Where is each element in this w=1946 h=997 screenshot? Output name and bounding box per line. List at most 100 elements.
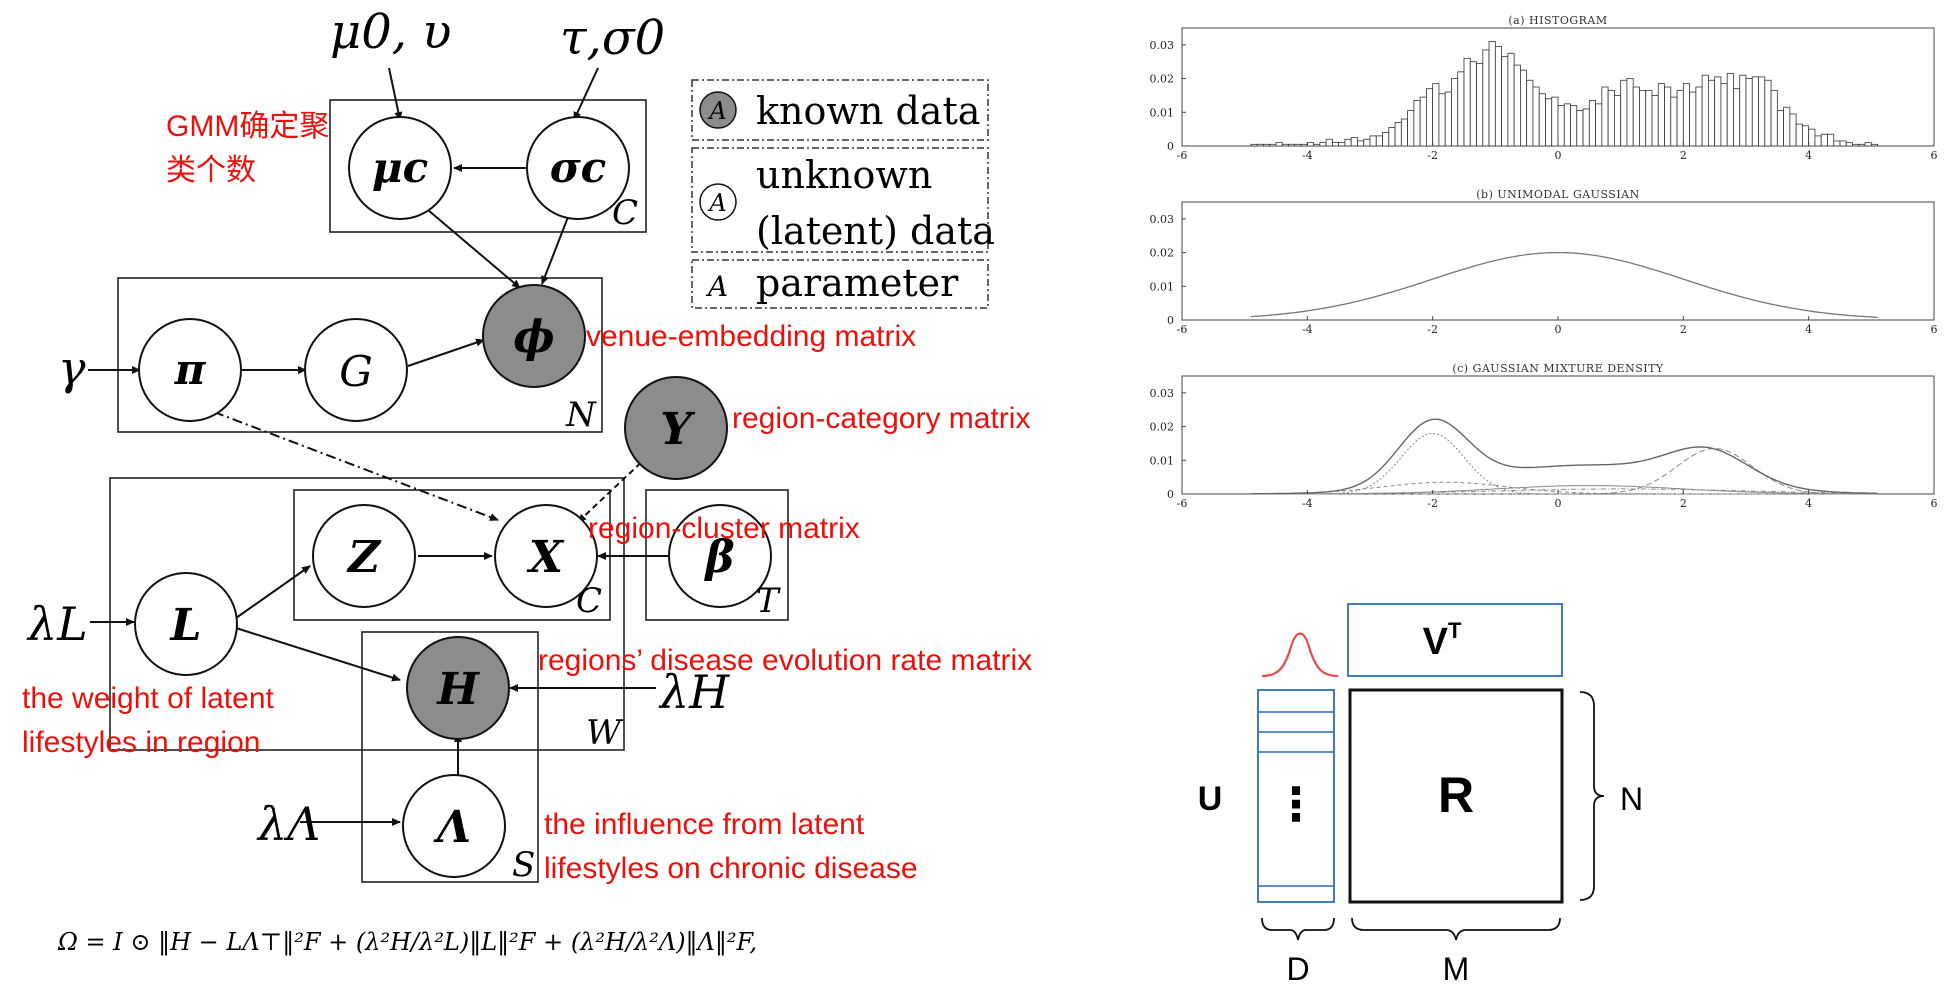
legend-unknown-label-2: (latent) data: [756, 209, 995, 253]
histogram-bar: [1833, 140, 1841, 147]
histogram-bar: [1444, 91, 1452, 147]
histogram-bar: [1563, 103, 1571, 147]
node-pi: [138, 318, 242, 422]
node-g: [304, 318, 408, 422]
histogram-bar: [1657, 83, 1665, 147]
histogram-bar: [1438, 93, 1446, 147]
u-label: U: [1198, 780, 1223, 818]
lambda-l-label: λL: [26, 597, 88, 651]
plate-c-top-label: C: [612, 193, 638, 233]
histogram-bar: [1751, 76, 1759, 147]
svd-diagram: VT ⋮ R U N D M: [1198, 603, 1643, 987]
x-tick-label: 4: [1805, 497, 1812, 510]
histogram-bar: [1582, 108, 1590, 147]
d-brace: [1261, 917, 1335, 941]
t-superscript: T: [1448, 618, 1462, 643]
node-y: [624, 376, 728, 480]
histogram-bar: [1413, 100, 1421, 147]
x-tick-label: -6: [1177, 149, 1188, 162]
y-tick-label: 0.03: [1150, 213, 1175, 226]
histogram-bar: [1720, 83, 1728, 147]
histogram-bar: [1795, 123, 1803, 147]
x-tick-label: -2: [1427, 149, 1438, 162]
x-tick-label: -2: [1427, 323, 1438, 336]
edge-hyper-sigma: [573, 67, 599, 121]
annotation-weight-2: lifestyles in region: [22, 726, 260, 759]
y-tick-label: 0.03: [1150, 39, 1175, 52]
histogram-bar: [1457, 71, 1465, 147]
plate-w: [109, 477, 625, 751]
histogram-bar: [1344, 138, 1352, 147]
histogram-bar: [1275, 142, 1283, 147]
histogram-bar: [1407, 110, 1415, 147]
plate-s-label: S: [512, 845, 535, 885]
histogram-bar: [1419, 96, 1427, 147]
plot-ticks: -6 -4 -2 0 2 4 6 0 0.01 0.02 0.03 -6 -4 -2 0 2 4 6 0 0.01 0.…: [1150, 39, 1938, 510]
n-label: N: [1620, 781, 1643, 817]
histogram-bar: [1382, 132, 1390, 147]
y-tick-label: 0.01: [1150, 454, 1175, 467]
node-phi-label: ϕ: [513, 312, 554, 363]
histogram-bar: [1338, 142, 1346, 147]
x-tick-label: 6: [1931, 149, 1938, 162]
legend-unknown-label-1: unknown: [756, 153, 932, 197]
x-tick-label: 2: [1680, 323, 1687, 336]
histogram-bar: [1369, 135, 1377, 147]
v-transpose-box: [1347, 603, 1563, 677]
node-mu-label: μc: [372, 143, 428, 192]
histogram-bar: [1576, 110, 1584, 147]
histogram-bar: [1814, 135, 1822, 147]
y-tick-label: 0: [1167, 488, 1174, 501]
y-tick-label: 0: [1167, 140, 1174, 153]
histogram-bar: [1601, 86, 1609, 147]
histogram-bar: [1545, 98, 1553, 147]
histogram-bar: [1645, 89, 1653, 147]
histogram-bar: [1463, 57, 1471, 147]
histogram-bar: [1357, 140, 1365, 147]
mixture-component-left: [1250, 432, 1878, 495]
node-beta-label: β: [703, 532, 734, 583]
histogram-bar: [1557, 105, 1565, 147]
histogram-bar: [1375, 135, 1383, 147]
histogram-bar: [1325, 138, 1333, 147]
y-tick-label: 0.03: [1150, 387, 1175, 400]
histogram-bar: [1313, 143, 1321, 147]
legend-param-label: parameter: [756, 261, 959, 305]
histogram-bar: [1520, 69, 1528, 147]
y-tick-label: 0.02: [1150, 73, 1175, 86]
x-tick-label: 4: [1805, 149, 1812, 162]
legend: A known data A unknown (latent) data A p…: [691, 79, 995, 309]
histogram-bar: [1664, 86, 1672, 147]
node-pi-label: π: [174, 345, 207, 394]
histogram-bar: [1864, 142, 1872, 147]
mixture-component-small-3: [1250, 488, 1878, 495]
u-box: [1257, 689, 1335, 903]
d-label: D: [1286, 951, 1309, 987]
node-z-label: Z: [346, 532, 382, 583]
x-tick-label: -6: [1177, 497, 1188, 510]
legend-known-label: known data: [756, 89, 980, 133]
histogram-bar: [1400, 118, 1409, 147]
histogram-bar: [1632, 86, 1640, 147]
histogram-bar: [1288, 143, 1296, 147]
annotation-disease-rate: regions’ disease evolution rate matrix: [538, 644, 1032, 677]
mixture-curves: [1250, 418, 1878, 495]
histogram-bar: [1626, 78, 1634, 147]
histogram-bar: [1281, 143, 1289, 147]
histogram-bar: [1507, 52, 1515, 147]
histogram-bar: [1770, 89, 1778, 147]
histogram-bar: [1802, 125, 1810, 147]
plate-w-label: W: [586, 713, 624, 753]
histogram-bar: [1250, 143, 1258, 147]
histogram-bar: [1682, 83, 1691, 147]
histogram-bar: [1570, 105, 1578, 147]
node-sigma-label: σc: [550, 143, 607, 192]
x-tick-label: 2: [1680, 497, 1687, 510]
edge-y-x: [577, 455, 649, 523]
histogram-bar: [1745, 78, 1753, 147]
histogram-bar: [1538, 93, 1546, 147]
histogram-bar: [1350, 137, 1358, 147]
histogram-bar: [1714, 76, 1722, 147]
histogram-bar: [1820, 133, 1828, 147]
